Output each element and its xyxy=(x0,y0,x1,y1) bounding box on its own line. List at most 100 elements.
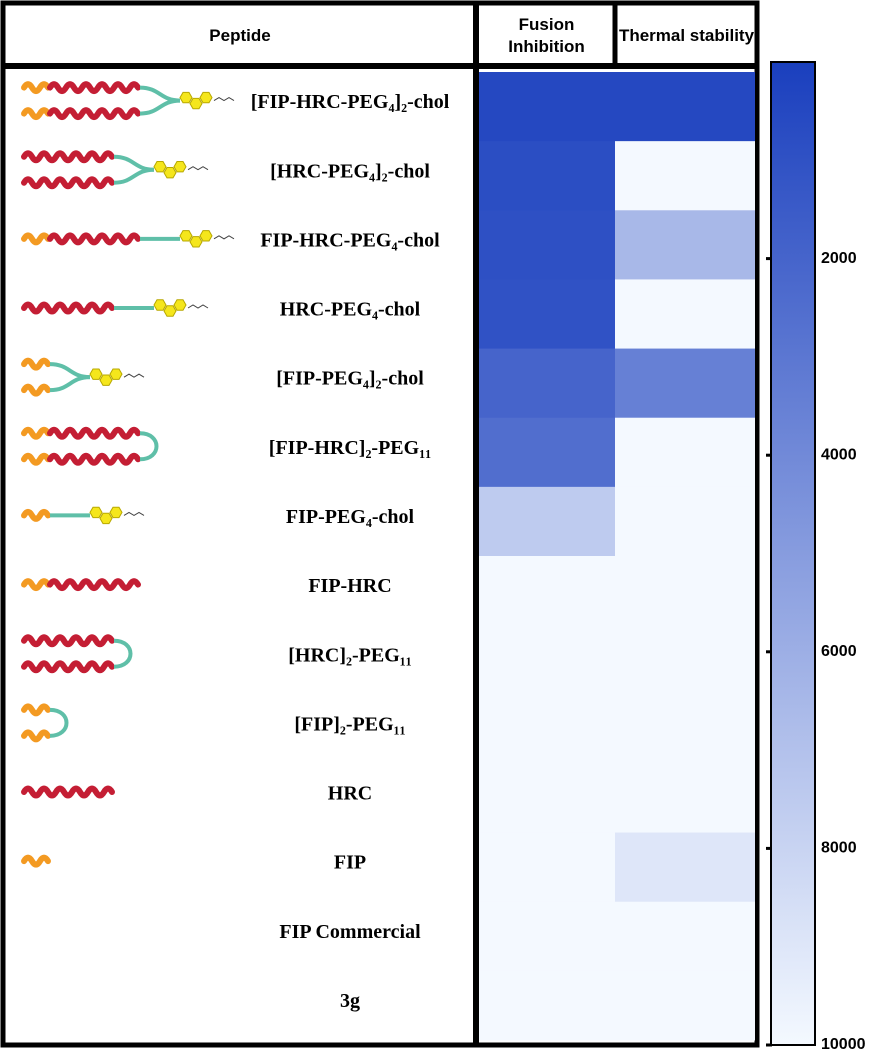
row-label: FIP xyxy=(334,852,366,874)
cholesterol xyxy=(199,91,213,104)
row-label: [HRC-PEG₄]₂-chol xyxy=(270,160,430,182)
heat-cell xyxy=(479,72,615,142)
cholesterol xyxy=(99,374,113,386)
tail xyxy=(213,235,235,240)
column-header: Thermal stability xyxy=(618,26,755,45)
tail xyxy=(187,304,209,309)
helix xyxy=(21,452,51,466)
heat-cell xyxy=(479,417,615,488)
heat-cell xyxy=(479,486,615,557)
cholesterol xyxy=(89,506,103,519)
heat-cell xyxy=(615,141,755,211)
linker xyxy=(139,98,181,116)
cholesterol xyxy=(199,230,213,242)
row-label: [FIP-HRC-PEG₄]₂-chol xyxy=(251,91,450,113)
cholesterol xyxy=(179,230,193,242)
helix xyxy=(21,150,115,164)
helix xyxy=(21,634,115,648)
heat-cell xyxy=(615,72,755,142)
helix xyxy=(21,107,51,121)
row-label: HRC xyxy=(328,783,372,805)
helix xyxy=(21,176,115,190)
tail xyxy=(213,96,235,102)
heat-cell xyxy=(479,348,615,419)
column-header: Fusion Inhibition xyxy=(508,15,585,56)
header-cell: Fusion Inhibition xyxy=(508,15,585,56)
tail xyxy=(123,511,145,517)
helix xyxy=(47,452,141,466)
cholesterol xyxy=(189,97,203,110)
heat-cell xyxy=(479,210,615,280)
row-label: FIP Commercial xyxy=(279,921,421,943)
helix xyxy=(47,426,141,440)
heat-cell xyxy=(479,141,615,211)
linker xyxy=(139,85,181,103)
heat-cell xyxy=(479,832,615,903)
header-cell: Peptide xyxy=(209,26,271,45)
tail xyxy=(123,373,145,378)
row-label: FIP-HRC xyxy=(308,575,391,597)
linker xyxy=(49,362,91,380)
cholesterol xyxy=(179,91,193,104)
heat-cell xyxy=(615,970,755,1041)
cholesterol xyxy=(173,161,187,173)
helix xyxy=(47,232,141,246)
helix xyxy=(21,426,51,440)
heat-cell xyxy=(615,279,755,350)
heat-cell xyxy=(479,970,615,1041)
heat-cell xyxy=(615,763,755,834)
row-label: 3g xyxy=(340,990,360,1012)
heat-cell xyxy=(479,625,615,695)
helix xyxy=(47,578,141,592)
heat-cell xyxy=(615,556,755,626)
heat-cell xyxy=(479,279,615,350)
heat-cell xyxy=(479,901,615,972)
helix xyxy=(21,383,51,397)
tail xyxy=(187,166,209,171)
linker xyxy=(49,375,91,393)
helix xyxy=(21,729,51,743)
cholesterol xyxy=(109,368,123,380)
heat-cell xyxy=(615,694,755,764)
row-label: HRC-PEG₄-chol xyxy=(280,299,421,321)
helix xyxy=(21,508,51,522)
heat-cell xyxy=(479,763,615,834)
helix xyxy=(21,578,51,592)
colorbar-tick-label: 10000 xyxy=(821,1036,866,1050)
colorbar-tick-label: 6000 xyxy=(821,643,857,660)
helix xyxy=(21,232,51,246)
linker xyxy=(113,638,133,669)
cholesterol xyxy=(173,299,187,311)
row-label: [FIP]₂-PEG₁₁ xyxy=(294,713,405,735)
heat-cell xyxy=(615,417,755,488)
colorbar xyxy=(770,61,816,1046)
helix xyxy=(21,785,115,799)
cholesterol xyxy=(89,368,103,380)
heat-cell xyxy=(479,556,615,626)
header-cell: Thermal stability xyxy=(618,26,755,45)
linker xyxy=(49,707,69,738)
helix xyxy=(47,107,141,121)
heat-cell xyxy=(615,348,755,419)
cholesterol xyxy=(163,167,177,179)
heat-cell xyxy=(615,210,755,280)
cholesterol xyxy=(153,161,167,173)
cholesterol xyxy=(153,299,167,311)
row-header: Peptide xyxy=(209,26,271,45)
helix xyxy=(21,660,115,674)
colorbar-tick-label: 2000 xyxy=(821,250,857,267)
helix xyxy=(47,81,141,95)
helix xyxy=(21,854,51,868)
heat-cell xyxy=(479,694,615,764)
cholesterol xyxy=(99,512,113,525)
heat-cell xyxy=(615,625,755,695)
helix xyxy=(21,703,51,717)
linker xyxy=(113,167,155,185)
helix xyxy=(21,301,115,315)
cholesterol xyxy=(163,305,177,317)
table-border xyxy=(0,0,760,1048)
helix xyxy=(21,357,51,371)
row-label: FIP-HRC-PEG₄-chol xyxy=(260,229,440,251)
linker xyxy=(113,154,155,172)
